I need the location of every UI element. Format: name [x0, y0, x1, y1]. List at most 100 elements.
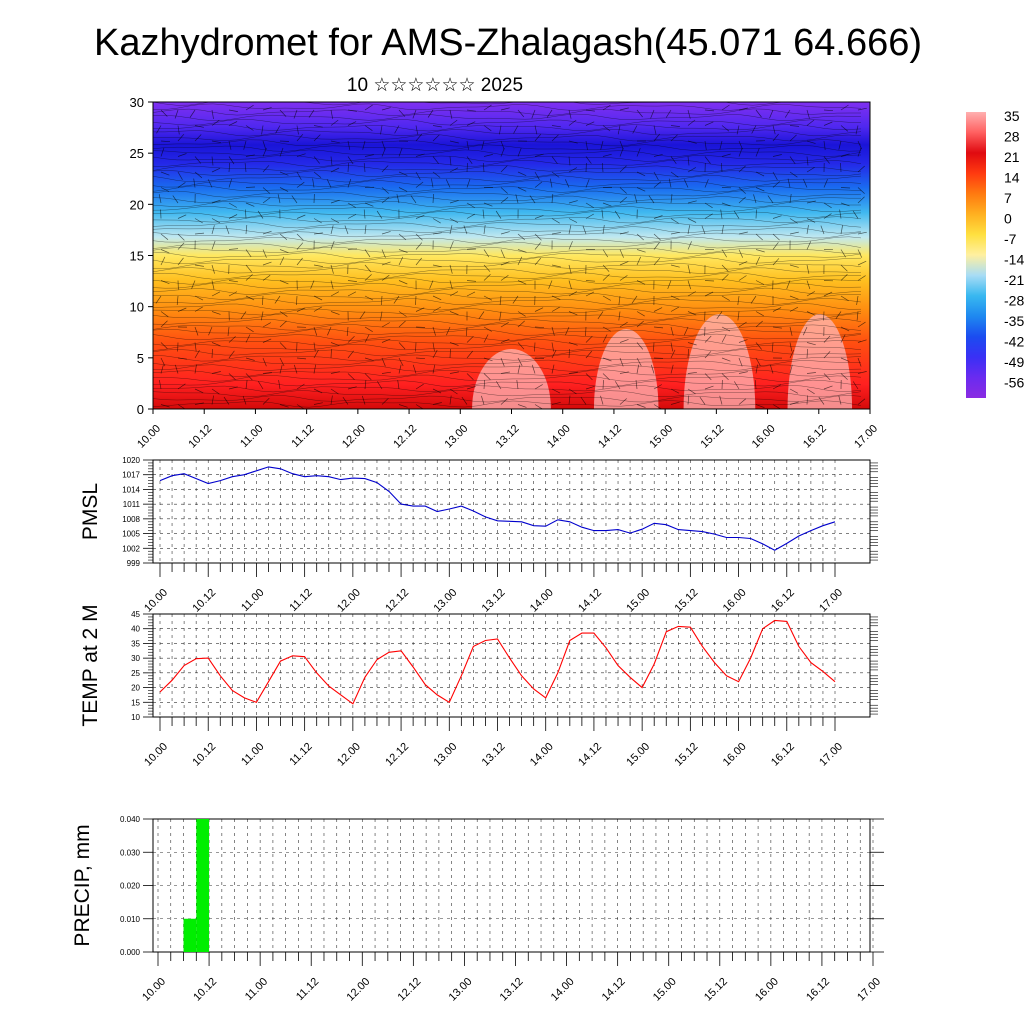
x-tick-label: 16.00	[750, 423, 778, 451]
y-tick-label: 40	[131, 625, 140, 634]
wind-barb	[535, 358, 544, 359]
x-tick-label: 16.00	[721, 587, 749, 615]
x-tick-label: 11.00	[239, 741, 266, 768]
colorbar-label: -14	[1004, 252, 1024, 268]
wind-barb	[246, 187, 255, 188]
x-tick-label: 12.12	[383, 587, 411, 615]
precip-bar	[196, 819, 209, 952]
x-tick-label: 15.12	[673, 587, 701, 615]
x-tick-label: 16.00	[721, 741, 749, 769]
wind-barb	[450, 349, 451, 358]
colorbar: 35 28 21 14 7 0 -7 -14 -21 -28 -35 -42 -49 -56	[966, 108, 1024, 398]
colorbar-label: 14	[1004, 170, 1020, 186]
wind-barb	[416, 327, 425, 328]
x-tick-label: 10.12	[190, 741, 218, 769]
y-tick-label: 25	[130, 146, 144, 161]
wind-barb	[331, 349, 332, 358]
wind-barb	[841, 163, 842, 172]
x-tick-label: 13.00	[442, 423, 470, 451]
y-tick-label: 25	[131, 669, 140, 678]
colorbar-label: -21	[1004, 272, 1024, 288]
x-tick-label: 12.12	[396, 976, 424, 1004]
x-tick-label: 11.12	[294, 976, 321, 1003]
chart-subtitle: 10 ☆☆☆☆☆☆ 2025	[347, 75, 523, 96]
y-tick-label: 20	[131, 684, 140, 693]
y-tick-label: 0.030	[120, 848, 141, 857]
y-tick-label: 1002	[122, 544, 140, 553]
x-tick-label: 12.12	[391, 423, 419, 451]
wind-barb	[212, 349, 213, 358]
x-tick-label: 15.00	[624, 741, 652, 769]
x-tick-label: 13.00	[431, 587, 459, 615]
x-tick-label: 17.00	[855, 976, 883, 1004]
x-tick-label: 16.12	[769, 587, 797, 615]
x-tick-label: 15.00	[624, 587, 652, 615]
x-tick-label: 11.00	[238, 423, 265, 450]
wind-barb	[467, 163, 468, 172]
colorbar-label: -7	[1004, 231, 1017, 247]
x-tick-label: 13.12	[480, 587, 508, 615]
x-tick-label: 12.00	[335, 587, 363, 615]
x-tick-label: 14.12	[600, 976, 628, 1004]
x-tick-label: 10.12	[186, 423, 214, 451]
wind-barb	[705, 281, 714, 282]
x-tick-label: 13.00	[431, 741, 459, 769]
wind-barb	[756, 210, 757, 219]
colorbar-label: -42	[1004, 334, 1024, 350]
y-tick-label: 1014	[122, 485, 140, 494]
y-tick-label: 1008	[122, 515, 140, 524]
colorbar-label: 35	[1004, 108, 1020, 124]
y-tick-label: 30	[130, 95, 144, 110]
y-tick-label: 1011	[123, 500, 141, 509]
x-tick-label: 10.12	[190, 587, 218, 615]
colorbar-label: 7	[1004, 190, 1012, 206]
chart-title: Kazhydromet for AMS-Zhalagash(45.071 64.…	[94, 22, 922, 64]
x-tick-label: 14.00	[528, 741, 556, 769]
wind-barb	[280, 141, 289, 142]
y-axis-label: PMSL	[79, 483, 102, 540]
colorbar-label: 0	[1004, 211, 1012, 227]
colorbar-label: 28	[1004, 129, 1020, 145]
colorbar-label: -49	[1004, 354, 1024, 370]
x-tick-label: 16.12	[769, 741, 797, 769]
y-tick-label: 10	[131, 713, 140, 722]
x-tick-label: 10.00	[140, 976, 168, 1004]
colorbar-label: -35	[1004, 313, 1024, 329]
y-tick-label: 30	[131, 654, 140, 663]
x-tick-label: 12.00	[340, 423, 368, 451]
y-tick-label: 0	[137, 402, 144, 417]
colorbar-label: 21	[1004, 149, 1020, 165]
y-tick-label: 45	[131, 610, 140, 619]
precip-bar	[184, 919, 197, 952]
y-tick-label: 0.010	[120, 915, 141, 924]
x-tick-label: 17.00	[817, 741, 845, 769]
x-tick-label: 11.00	[239, 587, 266, 614]
y-tick-label: 15	[131, 698, 140, 707]
x-tick-label: 11.12	[287, 741, 314, 768]
x-tick-label: 14.00	[545, 423, 573, 451]
wind-barb	[586, 327, 587, 336]
y-tick-label: 0.000	[120, 948, 141, 957]
colorbar-label: -56	[1004, 375, 1024, 391]
y-tick-label: 5	[137, 351, 144, 366]
y-tick-label: 15	[130, 249, 144, 264]
x-tick-label: 13.12	[480, 741, 508, 769]
x-tick-label: 15.12	[702, 976, 730, 1004]
x-tick-label: 13.12	[494, 423, 522, 451]
colorbar-label: -28	[1004, 293, 1024, 309]
wind-barb	[467, 249, 476, 250]
wind-barb	[416, 296, 417, 305]
x-tick-label: 16.12	[801, 423, 829, 451]
x-tick-label: 13.12	[498, 976, 526, 1004]
x-tick-label: 10.00	[142, 741, 170, 769]
x-tick-label: 11.00	[243, 976, 270, 1003]
x-tick-label: 13.00	[447, 976, 475, 1004]
x-tick-label: 15.12	[699, 423, 727, 451]
y-axis-label: TEMP at 2 M	[79, 604, 102, 726]
x-tick-label: 16.00	[753, 976, 781, 1004]
